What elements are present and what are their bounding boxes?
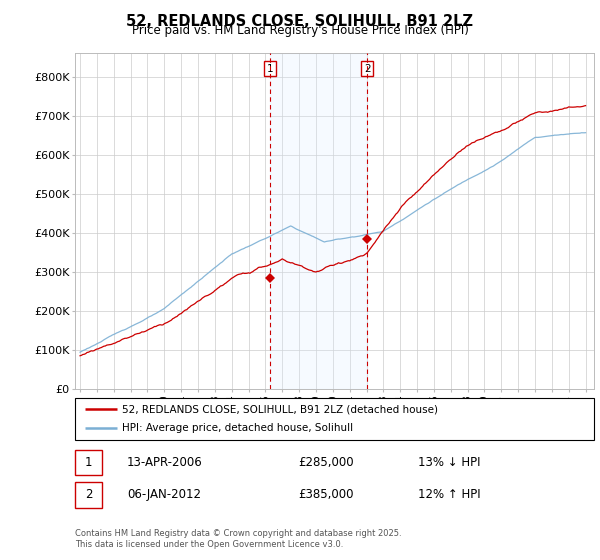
Text: 1: 1 — [267, 64, 274, 74]
Text: 13% ↓ HPI: 13% ↓ HPI — [418, 456, 480, 469]
Text: £285,000: £285,000 — [298, 456, 354, 469]
Text: Price paid vs. HM Land Registry's House Price Index (HPI): Price paid vs. HM Land Registry's House … — [131, 24, 469, 36]
Text: 12% ↑ HPI: 12% ↑ HPI — [418, 488, 480, 501]
Text: £385,000: £385,000 — [298, 488, 353, 501]
Text: 2: 2 — [85, 488, 92, 501]
Text: 13-APR-2006: 13-APR-2006 — [127, 456, 203, 469]
Text: 52, REDLANDS CLOSE, SOLIHULL, B91 2LZ: 52, REDLANDS CLOSE, SOLIHULL, B91 2LZ — [127, 14, 473, 29]
Bar — [270, 53, 367, 389]
Text: 2: 2 — [364, 64, 371, 74]
Text: 52, REDLANDS CLOSE, SOLIHULL, B91 2LZ (detached house): 52, REDLANDS CLOSE, SOLIHULL, B91 2LZ (d… — [122, 404, 438, 414]
Text: 06-JAN-2012: 06-JAN-2012 — [127, 488, 201, 501]
Bar — [75, 482, 102, 508]
Bar — [75, 450, 102, 475]
Text: 1: 1 — [85, 456, 92, 469]
Text: HPI: Average price, detached house, Solihull: HPI: Average price, detached house, Soli… — [122, 423, 353, 433]
Text: Contains HM Land Registry data © Crown copyright and database right 2025.
This d: Contains HM Land Registry data © Crown c… — [75, 529, 401, 549]
